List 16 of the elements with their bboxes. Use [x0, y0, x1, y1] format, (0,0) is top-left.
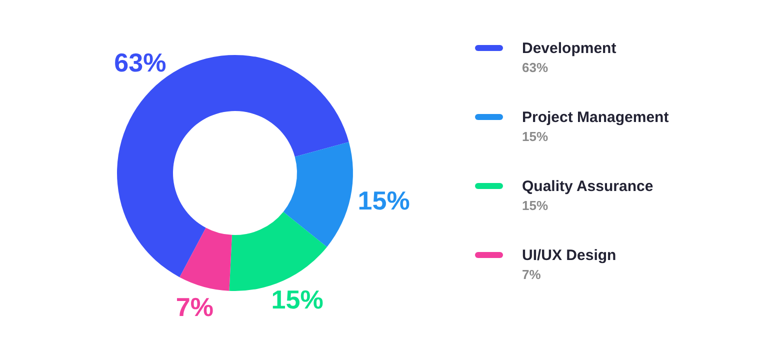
text: 63%	[522, 60, 548, 75]
donut-slice	[283, 142, 353, 247]
data-label: 7%	[176, 292, 214, 322]
legend-label: Development	[522, 40, 616, 57]
data-label: 63%	[114, 48, 166, 78]
legend-label: UI/UX Design	[522, 247, 616, 264]
text: 7%	[522, 267, 541, 282]
legend-label: Project Management	[522, 109, 669, 126]
donut-slice	[117, 55, 349, 278]
data-label: 15%	[271, 284, 324, 315]
legend-label: Quality Assurance	[522, 178, 654, 195]
text: 15%	[522, 129, 548, 144]
text: 15%	[522, 198, 548, 213]
data-label: 15%	[358, 186, 410, 216]
donut-slice	[180, 228, 232, 291]
donut-slice	[229, 212, 327, 291]
